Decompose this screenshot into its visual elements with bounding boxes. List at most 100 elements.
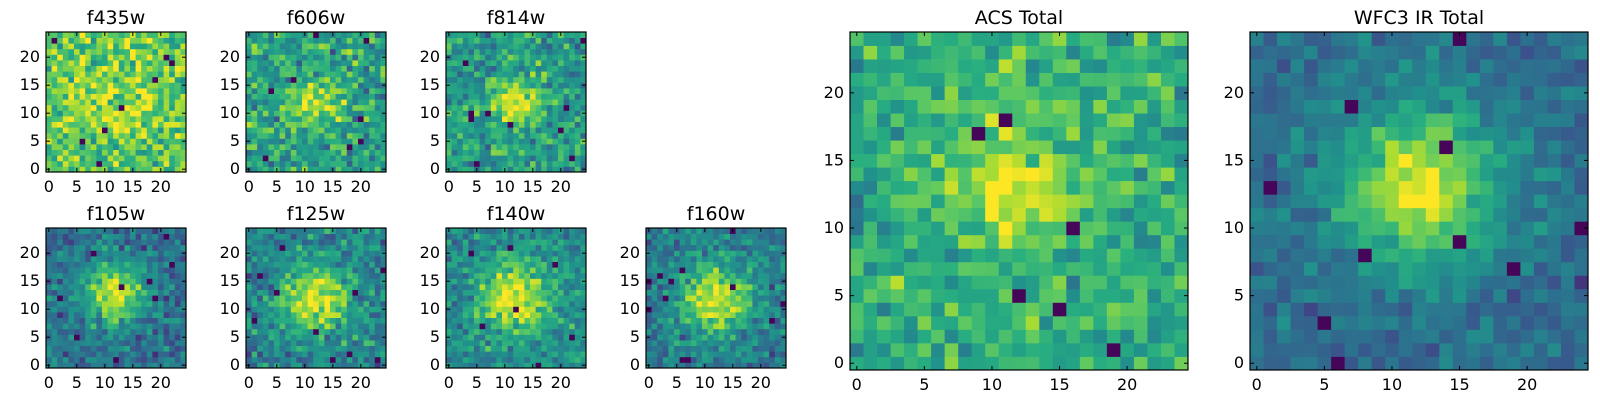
heatmap-cell — [769, 334, 776, 341]
heatmap-cell — [496, 93, 503, 100]
heatmap-cell — [769, 345, 776, 352]
heatmap-cell — [485, 88, 492, 94]
heatmap-cell — [662, 250, 669, 257]
heatmap-cell — [541, 356, 548, 363]
heatmap-cell — [107, 278, 114, 285]
heatmap-cell — [246, 284, 252, 290]
heatmap-cell — [251, 284, 258, 290]
heatmap-cell — [141, 65, 148, 72]
heatmap-cell — [285, 54, 292, 61]
heatmap-cell — [146, 256, 153, 262]
heatmap-cell — [730, 351, 736, 358]
heatmap-cell — [917, 315, 932, 330]
heatmap-cell — [574, 267, 581, 274]
heatmap-cell — [446, 300, 452, 307]
heatmap-cell — [524, 54, 531, 61]
heatmap-cell — [546, 37, 553, 44]
heatmap-cell — [651, 328, 658, 335]
heatmap-cell — [169, 116, 176, 122]
heatmap-cell — [363, 233, 370, 240]
heatmap-cell — [57, 340, 64, 346]
heatmap-cell — [90, 239, 97, 246]
heatmap-cell — [285, 132, 292, 139]
heatmap-cell — [290, 317, 297, 324]
heatmap-cell — [446, 328, 452, 335]
heatmap-cell — [107, 160, 114, 167]
heatmap-cell — [580, 345, 587, 352]
heatmap-cell — [474, 272, 480, 279]
heatmap-cell — [358, 160, 364, 167]
heatmap-cell — [546, 284, 553, 290]
heatmap-cell — [769, 312, 776, 318]
heatmap-cell — [90, 340, 97, 346]
heatmap-cell — [679, 272, 686, 279]
heatmap-cell — [563, 233, 570, 240]
heatmap-cell — [335, 306, 342, 313]
heatmap-cell — [451, 233, 458, 240]
heatmap-cell — [462, 166, 469, 173]
heatmap-cell — [569, 37, 576, 44]
heatmap-cell — [102, 289, 108, 296]
heatmap-cell — [285, 267, 292, 274]
heatmap-cell — [524, 284, 531, 290]
heatmap-cell — [96, 48, 103, 55]
heatmap-cell — [569, 71, 576, 78]
heatmap-cell — [352, 334, 359, 341]
heatmap-cell — [257, 334, 264, 341]
heatmap-cell — [62, 239, 69, 246]
heatmap-cell — [358, 132, 364, 139]
heatmap-cell — [107, 272, 114, 279]
heatmap-cell — [296, 340, 303, 346]
heatmap-cell — [307, 306, 314, 313]
heatmap-cell — [341, 267, 348, 274]
heatmap-cell — [57, 334, 64, 341]
heatmap-cell — [774, 362, 781, 369]
heatmap-cell — [462, 244, 469, 251]
heatmap-cell — [668, 289, 675, 296]
heatmap-cell — [358, 244, 364, 251]
heatmap-cell — [1066, 261, 1081, 276]
heatmap-cell — [79, 250, 86, 257]
heatmap-cell — [307, 267, 314, 274]
heatmap-cell — [352, 132, 359, 139]
heatmap-cell — [863, 329, 878, 344]
heatmap-cell — [474, 144, 480, 150]
heatmap-cell — [746, 256, 753, 262]
heatmap-cell — [302, 60, 308, 66]
heatmap-cell — [657, 306, 664, 313]
heatmap-cell — [296, 160, 303, 167]
heatmap-cell — [479, 256, 486, 262]
heatmap-cell — [380, 99, 387, 106]
heatmap-cell — [674, 300, 680, 307]
heatmap-cell — [651, 256, 658, 262]
heatmap-cell — [774, 228, 781, 234]
heatmap-cell — [85, 233, 92, 240]
heatmap-cell — [713, 312, 720, 318]
heatmap-cell — [524, 351, 531, 358]
heatmap-cell — [1093, 194, 1108, 209]
heatmap-cell — [468, 345, 475, 352]
heatmap-cell — [341, 54, 348, 61]
heatmap-cell — [1012, 194, 1027, 209]
heatmap-cell — [113, 328, 120, 335]
heatmap-cell — [152, 76, 159, 83]
heatmap-cell — [474, 82, 480, 89]
heatmap-cell — [279, 132, 286, 139]
heatmap-cell — [457, 127, 464, 134]
heatmap-cell — [135, 93, 142, 100]
heatmap-cell — [524, 228, 531, 234]
heatmap-cell — [541, 127, 548, 134]
heatmap-cell — [169, 138, 176, 145]
heatmap-cell — [324, 317, 331, 324]
heatmap-cell — [713, 228, 720, 234]
heatmap-cell — [646, 300, 652, 307]
heatmap-cell — [141, 340, 148, 346]
heatmap-cell — [135, 155, 142, 162]
heatmap-cell — [496, 88, 503, 94]
heatmap-cell — [552, 54, 559, 61]
heatmap-cell — [485, 261, 492, 268]
heatmap-cell — [85, 166, 92, 173]
heatmap-cell — [457, 267, 464, 274]
heatmap-cell — [763, 244, 770, 251]
heatmap-cell — [513, 76, 520, 83]
